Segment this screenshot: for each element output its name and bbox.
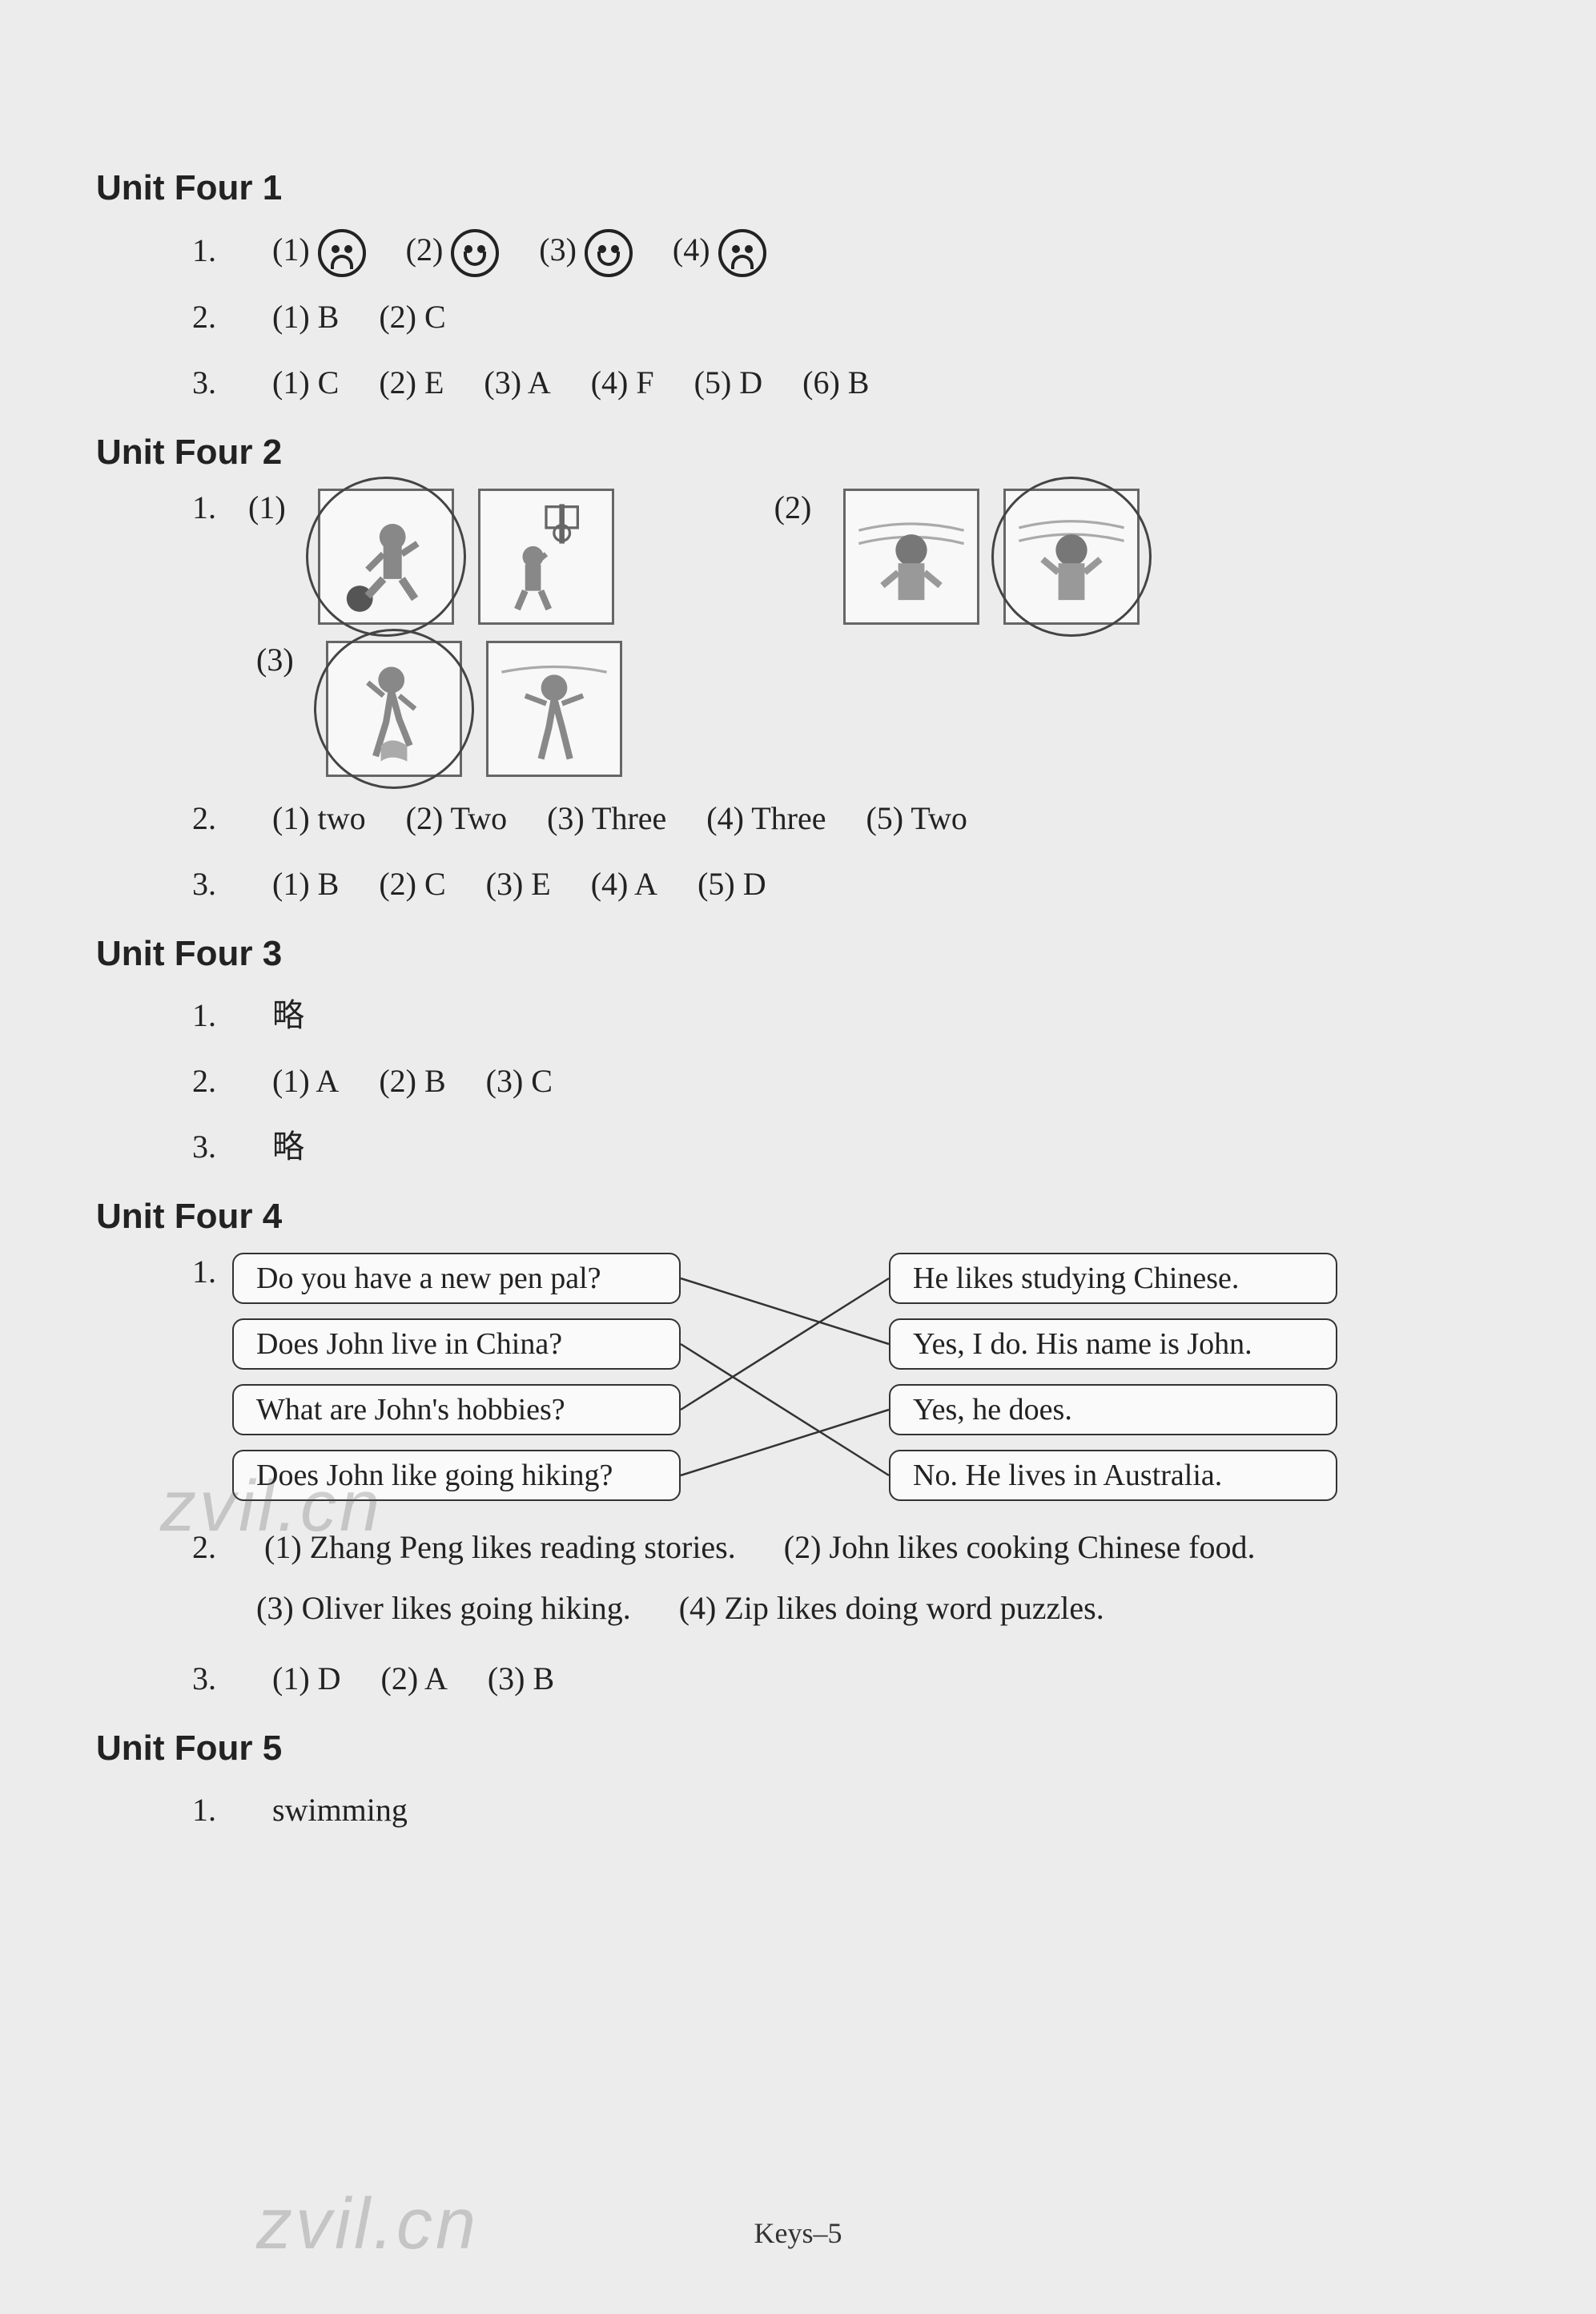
q-number: 2. — [192, 793, 232, 844]
u3-q1: 1. 略 — [192, 990, 1500, 1041]
q-number: 1. — [192, 990, 232, 1041]
answer: (3) B — [488, 1653, 554, 1704]
picture-dancer-circled — [326, 641, 462, 777]
happy-face-icon — [585, 229, 633, 277]
q-number: 3. — [192, 357, 232, 408]
u1-q2: 2. (1) B (2) C — [192, 292, 1500, 343]
group-label: (3) — [256, 641, 294, 678]
match-left-item: Does John live in China? — [232, 1318, 681, 1370]
q-number: 2. — [192, 1517, 216, 1578]
unit-title: Unit Four 3 — [96, 934, 1500, 974]
picture-dancer — [486, 641, 622, 777]
item: (1) — [272, 224, 366, 277]
answer: 略 — [272, 990, 304, 1041]
match-left-item: Do you have a new pen pal? — [232, 1253, 681, 1304]
pic-group: (2) — [774, 489, 1140, 625]
answer: (1) two — [272, 793, 366, 844]
answer: (2) B — [379, 1056, 445, 1107]
answer: (1) Zhang Peng likes reading stories. — [264, 1517, 736, 1578]
match-left-item: Does John like going hiking? — [232, 1450, 681, 1501]
match-right-item: He likes studying Chinese. — [889, 1253, 1337, 1304]
q-number: 2. — [192, 1056, 232, 1107]
answer: (5) D — [694, 357, 763, 408]
answer: (4) A — [591, 859, 657, 910]
picture-basketball — [478, 489, 614, 625]
answer: (4) F — [591, 357, 654, 408]
group-label: (1) — [248, 489, 286, 526]
group-label: (2) — [774, 489, 812, 526]
happy-face-icon — [451, 229, 499, 277]
picture-soccer — [318, 489, 454, 625]
match-left-col: Do you have a new pen pal? Does John liv… — [232, 1253, 681, 1501]
u2-q1-row2: (3) — [256, 641, 1500, 777]
u1-q3: 3. (1) C (2) E (3) A (4) F (5) D (6) B — [192, 357, 1500, 408]
answer: (1) B — [272, 859, 339, 910]
answer: (6) B — [802, 357, 869, 408]
q-number: 2. — [192, 292, 232, 343]
u4-q2: 2. (1) Zhang Peng likes reading stories.… — [192, 1517, 1500, 1639]
answer: swimming — [272, 1785, 408, 1836]
answer: (3) Oliver likes going hiking. — [256, 1578, 631, 1639]
answer: (3) E — [486, 859, 551, 910]
item: (2) — [406, 224, 500, 277]
answer: (2) E — [379, 357, 444, 408]
u2-q2: 2. (1) two (2) Two (3) Three (4) Three (… — [192, 793, 1500, 844]
match-right-item: Yes, he does. — [889, 1384, 1337, 1435]
u1-q1: 1. (1) (2) (3) (4) — [192, 224, 1500, 277]
answer: (4) Three — [706, 793, 826, 844]
picture-boy-music-circled — [1003, 489, 1140, 625]
answer: (2) A — [381, 1653, 448, 1704]
match-right-col: He likes studying Chinese. Yes, I do. Hi… — [889, 1253, 1337, 1501]
q-number: 3. — [192, 1121, 232, 1173]
pic-group: (3) — [256, 641, 622, 777]
item: (3) — [539, 224, 633, 277]
answer: (1) A — [272, 1056, 339, 1107]
u3-q3: 3. 略 — [192, 1121, 1500, 1173]
u4-q3: 3. (1) D (2) A (3) B — [192, 1653, 1500, 1704]
match-right-item: No. He lives in Australia. — [889, 1450, 1337, 1501]
q-number: 3. — [192, 859, 232, 910]
picture-boy-music — [843, 489, 979, 625]
page-footer: Keys–5 — [0, 2216, 1596, 2250]
answer: (2) Two — [406, 793, 507, 844]
u4-q1-match: 1. Do you have a new pen pal? Does John … — [192, 1253, 1500, 1501]
answer: (3) Three — [547, 793, 666, 844]
match-left-item: What are John's hobbies? — [232, 1384, 681, 1435]
q-number: 1. — [192, 1785, 232, 1836]
answer: (1) C — [272, 357, 339, 408]
unit-title: Unit Four 4 — [96, 1197, 1500, 1237]
answer: (3) A — [484, 357, 550, 408]
answer: (2) C — [379, 859, 445, 910]
unit-title: Unit Four 2 — [96, 433, 1500, 473]
answer: (5) Two — [866, 793, 967, 844]
item: (4) — [673, 224, 766, 277]
pic-group: (1) — [248, 489, 614, 625]
answer: (3) C — [486, 1056, 553, 1107]
u2-q1-row1: 1. (1) (2) — [192, 489, 1500, 625]
u5-q1: 1. swimming — [192, 1785, 1500, 1836]
q-number: 1. — [192, 489, 216, 526]
q-number: 1. — [192, 225, 232, 276]
sad-face-icon — [718, 229, 766, 277]
answer: (5) D — [697, 859, 766, 910]
answer: (1) D — [272, 1653, 341, 1704]
answer: (4) Zip likes doing word puzzles. — [679, 1578, 1104, 1639]
match-right-item: Yes, I do. His name is John. — [889, 1318, 1337, 1370]
unit-title: Unit Four 5 — [96, 1728, 1500, 1769]
q-number: 1. — [192, 1253, 216, 1290]
answer: (2) John likes cooking Chinese food. — [784, 1517, 1256, 1578]
u2-q3: 3. (1) B (2) C (3) E (4) A (5) D — [192, 859, 1500, 910]
sad-face-icon — [318, 229, 366, 277]
answer: 略 — [272, 1121, 304, 1173]
answer: (1) B — [272, 292, 339, 343]
u3-q2: 2. (1) A (2) B (3) C — [192, 1056, 1500, 1107]
answer: (2) C — [379, 292, 445, 343]
unit-title: Unit Four 1 — [96, 168, 1500, 208]
q-number: 3. — [192, 1653, 232, 1704]
